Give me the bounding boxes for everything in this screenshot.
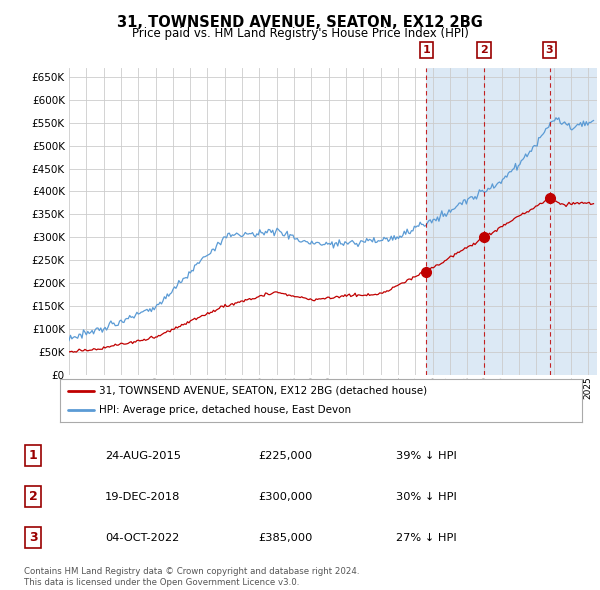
Text: HPI: Average price, detached house, East Devon: HPI: Average price, detached house, East… [99, 405, 351, 415]
Text: 39% ↓ HPI: 39% ↓ HPI [396, 451, 457, 461]
Text: £225,000: £225,000 [258, 451, 312, 461]
Text: £385,000: £385,000 [258, 533, 313, 543]
Text: 31, TOWNSEND AVENUE, SEATON, EX12 2BG: 31, TOWNSEND AVENUE, SEATON, EX12 2BG [117, 15, 483, 30]
Text: 19-DEC-2018: 19-DEC-2018 [105, 491, 181, 502]
Text: Contains HM Land Registry data © Crown copyright and database right 2024.
This d: Contains HM Land Registry data © Crown c… [24, 568, 359, 586]
Text: 3: 3 [546, 45, 553, 55]
Text: Price paid vs. HM Land Registry's House Price Index (HPI): Price paid vs. HM Land Registry's House … [131, 27, 469, 40]
Text: £300,000: £300,000 [258, 491, 313, 502]
Text: 1: 1 [422, 45, 430, 55]
Text: 27% ↓ HPI: 27% ↓ HPI [396, 533, 457, 543]
Text: 2: 2 [29, 490, 37, 503]
Text: 31, TOWNSEND AVENUE, SEATON, EX12 2BG (detached house): 31, TOWNSEND AVENUE, SEATON, EX12 2BG (d… [99, 386, 427, 396]
Text: 2: 2 [480, 45, 488, 55]
Text: 30% ↓ HPI: 30% ↓ HPI [396, 491, 457, 502]
Text: 1: 1 [29, 449, 37, 462]
Text: 24-AUG-2015: 24-AUG-2015 [105, 451, 181, 461]
Text: 3: 3 [29, 531, 37, 544]
Bar [427, 68, 597, 375]
Text: 04-OCT-2022: 04-OCT-2022 [105, 533, 179, 543]
